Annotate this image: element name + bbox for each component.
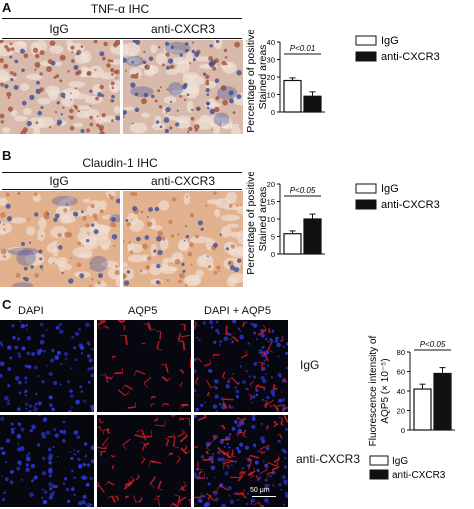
chart-ylabel-line: Stained areas	[257, 187, 269, 252]
chart-ylabel-line: Percentage of positively	[245, 30, 257, 133]
chart-legend-swatch	[355, 35, 377, 46]
panel-a-col-rule	[2, 38, 242, 39]
chart-legend-label: IgG	[381, 183, 399, 195]
chart-ytick-label: 40	[397, 387, 405, 396]
chart-legend-label: anti-CXCR3	[392, 470, 446, 481]
panel-c-scale-bar	[252, 496, 276, 497]
chart-pvalue: P<0.05	[290, 186, 316, 195]
panel-b-igg-micrograph	[0, 191, 120, 287]
panel-a-anti-micrograph	[123, 40, 243, 134]
chart-ytick-label: 40	[267, 38, 275, 47]
panel-b-col-rule	[2, 189, 242, 190]
chart-ytick-label: 0	[401, 426, 405, 435]
panel-a-letter: A	[2, 0, 12, 15]
chart-bar-IgG	[283, 233, 302, 255]
panel-a-col-igg: IgG	[49, 22, 69, 36]
chart-legend-swatch	[369, 469, 389, 480]
chart-ytick-label: 30	[267, 56, 275, 65]
chart-legend-swatch	[355, 51, 377, 62]
chart-ylabel-line: Fluorescence intensity of	[368, 335, 379, 446]
chart-bar-IgG	[413, 388, 432, 431]
chart-ytick-label: 80	[397, 348, 405, 357]
panel-a-title-rule	[2, 18, 242, 19]
chart-c: Fluorescence intensity of AQP5 (× 10⁻⁵) 0 2…	[368, 335, 455, 481]
chart-legend-label: IgG	[381, 35, 399, 47]
panel-a-col-anti: anti-CXCR3	[150, 22, 216, 36]
panel-a-igg-micrograph	[0, 40, 120, 134]
panel-c-anti-aqp5	[97, 415, 191, 507]
chart-legend-swatch	[369, 455, 389, 466]
chart-pvalue: P<0.01	[290, 44, 316, 53]
chart-ytick-label: 60	[397, 368, 405, 377]
panel-a-title: TNF-α IHC	[90, 2, 150, 16]
chart-ytick-label: 0	[271, 108, 275, 117]
chart-legend-swatch	[355, 199, 377, 210]
panel-c-anti-dapi	[0, 415, 94, 507]
chart-ytick-label: 20	[267, 180, 275, 189]
chart-ytick-label: 10	[267, 91, 275, 100]
chart-bar-anti-CXCR3	[433, 372, 452, 431]
panel-c-letter: C	[2, 297, 12, 312]
chart-ytick-label: 15	[267, 198, 275, 207]
chart-bar-anti-CXCR3	[303, 218, 322, 255]
panel-c-row-anti: anti-CXCR3	[296, 452, 361, 466]
chart-legend-label: anti-CXCR3	[381, 199, 440, 211]
panel-b-title-rule	[2, 172, 242, 173]
panel-b-letter: B	[2, 148, 12, 163]
chart-ytick-label: 0	[271, 250, 275, 259]
panel-c-scale-label: 50 μm	[250, 487, 270, 494]
panel-b-col-igg: IgG	[49, 174, 69, 188]
panel-c-igg-merge	[194, 320, 288, 412]
chart-legend-label: IgG	[392, 456, 408, 467]
panel-c-row-igg: IgG	[300, 358, 320, 372]
chart-ylabel-line: Percentage of positively	[245, 172, 257, 275]
chart-ytick-label: 20	[267, 73, 275, 82]
chart-legend-swatch	[355, 183, 377, 194]
chart-ytick-label: 5	[271, 233, 275, 242]
chart-pvalue: P<0.05	[420, 340, 446, 349]
chart-ylabel-line: Stained areas	[257, 45, 269, 110]
panel-c-col-dapi: DAPI	[18, 305, 44, 317]
chart-ytick-label: 20	[397, 407, 405, 416]
panel-c-igg-aqp5	[97, 320, 191, 412]
panel-c-igg-dapi	[0, 320, 94, 412]
chart-bar-anti-CXCR3	[303, 95, 322, 113]
panel-a-scale-label: 50 μm	[222, 124, 239, 130]
chart-ytick-label: 10	[267, 215, 275, 224]
panel-b-title: Claudin-1 IHC	[82, 156, 158, 170]
panel-c-col-merge: DAPI + AQP5	[204, 305, 271, 317]
chart-ylabel-line: AQP5 (× 10⁻⁵)	[380, 358, 391, 423]
chart-bar-IgG	[283, 79, 302, 113]
panel-b-anti-micrograph	[123, 191, 243, 287]
chart-legend-label: anti-CXCR3	[381, 51, 440, 63]
panel-c-col-aqp5: AQP5	[128, 305, 158, 317]
panel-c-anti-merge	[194, 415, 288, 507]
panel-b-col-anti: anti-CXCR3	[150, 174, 216, 188]
